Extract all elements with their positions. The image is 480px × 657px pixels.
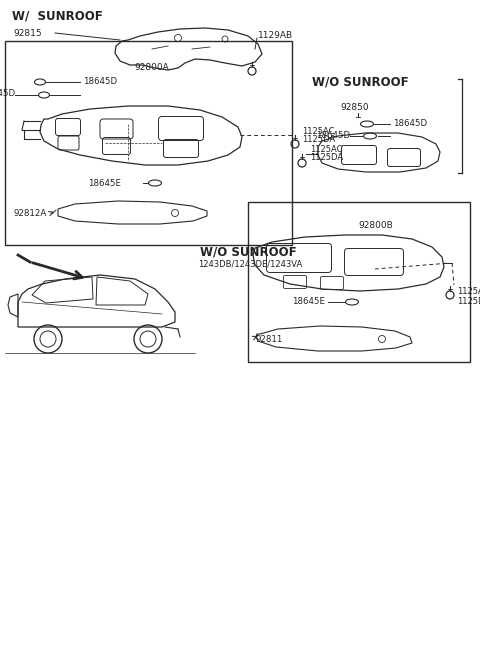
Text: 1125AC: 1125AC xyxy=(457,288,480,296)
Text: 18645D: 18645D xyxy=(83,78,117,87)
Text: 1243DB/1243DE/1243VA: 1243DB/1243DE/1243VA xyxy=(198,260,302,269)
Text: 1125DA: 1125DA xyxy=(302,135,335,143)
Text: W/O SUNROOF: W/O SUNROOF xyxy=(312,76,408,89)
Text: W/O SUNROOF: W/O SUNROOF xyxy=(200,246,296,258)
Text: 92800A: 92800A xyxy=(134,62,169,72)
Text: 1125DA: 1125DA xyxy=(457,296,480,306)
Text: 1129AB: 1129AB xyxy=(258,32,293,41)
Text: 18645D: 18645D xyxy=(393,120,427,129)
Text: 18645E: 18645E xyxy=(292,298,325,307)
Text: 1125AC: 1125AC xyxy=(302,127,335,135)
Text: 18645D: 18645D xyxy=(0,89,15,99)
Text: 1125AC: 1125AC xyxy=(310,145,343,154)
Text: 18645E: 18645E xyxy=(88,179,121,187)
Text: W/  SUNROOF: W/ SUNROOF xyxy=(12,9,103,22)
Text: 92850: 92850 xyxy=(340,104,369,112)
Text: 18645D: 18645D xyxy=(316,131,350,139)
Text: 1125DA: 1125DA xyxy=(310,154,343,162)
Text: 92811: 92811 xyxy=(255,334,282,344)
Text: 92800B: 92800B xyxy=(358,221,393,229)
Text: 92815: 92815 xyxy=(13,28,42,37)
Text: 92812A: 92812A xyxy=(13,210,46,219)
